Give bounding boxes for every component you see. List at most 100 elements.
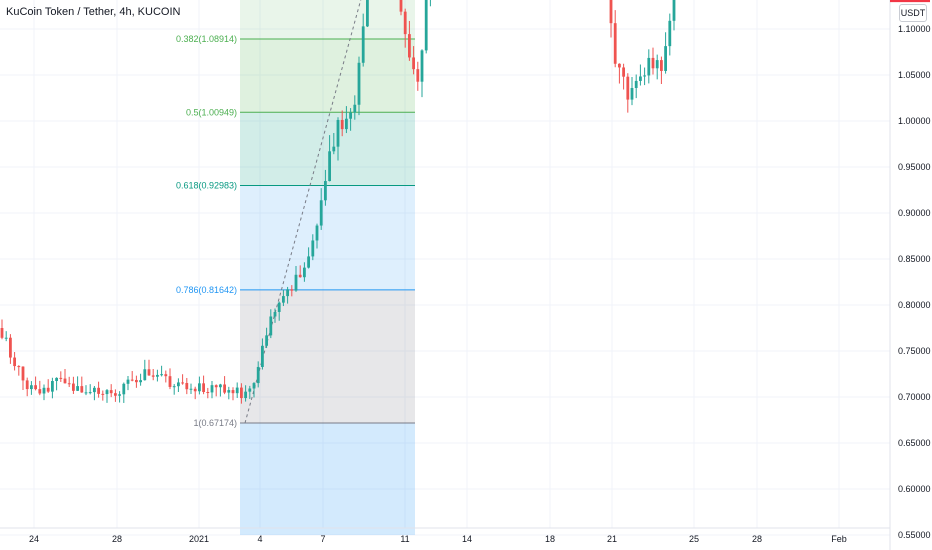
candle-body <box>72 383 75 391</box>
candle-body <box>357 62 361 105</box>
candle-body <box>160 374 163 376</box>
time-tick-label: 28 <box>752 534 762 544</box>
currency-button[interactable]: USDT <box>899 4 927 22</box>
candle-body <box>353 104 357 113</box>
candle-body <box>328 151 331 182</box>
candle-body <box>67 383 71 385</box>
fib-zone <box>240 422 415 535</box>
grid <box>0 0 890 536</box>
candle-body <box>219 384 222 388</box>
candle-body <box>202 383 205 393</box>
fib-level-label: 0.5(1.00949) <box>186 107 237 117</box>
candle-body <box>147 369 151 376</box>
candles <box>0 0 676 404</box>
candle-body <box>109 390 113 394</box>
candle-body <box>639 76 642 81</box>
fib-zone <box>240 112 415 186</box>
fibonacci-retracement[interactable]: 0(1.34701)0.236(1.18776)0.382(1.08914)0.… <box>176 0 415 535</box>
candle-body <box>223 384 226 393</box>
time-tick-label: 14 <box>462 534 472 544</box>
fib-level-label: 1(0.67174) <box>193 418 237 428</box>
candle-body <box>336 119 340 147</box>
candle-body <box>151 375 155 377</box>
candle-body <box>227 390 231 393</box>
candle-body <box>168 376 172 387</box>
candle-body <box>80 386 84 393</box>
candle-body <box>59 377 63 379</box>
time-tick-label: 28 <box>112 534 122 544</box>
fib-zone <box>240 0 415 39</box>
candle-body <box>647 57 651 76</box>
candle-body <box>235 387 239 394</box>
time-tick-label: 4 <box>257 534 262 544</box>
candle-body <box>420 50 424 82</box>
candle-body <box>660 60 663 71</box>
candle-body <box>0 328 4 338</box>
candle-body <box>126 379 130 384</box>
candle-body <box>63 378 67 384</box>
candle-body <box>244 391 247 399</box>
candle-body <box>298 274 302 278</box>
candle-body <box>42 387 46 394</box>
candle-body <box>88 392 92 394</box>
candle-body <box>240 387 243 399</box>
price-tick-label: 0.85000 <box>898 254 931 264</box>
price-axis[interactable]: 0.55000 0.60000 0.65000 0.70000 0.75000 0.800… <box>889 0 932 550</box>
candle-body <box>668 20 672 47</box>
candle-body <box>25 380 29 390</box>
price-label-text: 1.13574 <box>894 0 927 2</box>
time-tick-label: 7 <box>320 534 325 544</box>
candle-body <box>319 200 323 226</box>
candle-body <box>172 386 176 388</box>
price-tick-label: 0.70000 <box>898 392 931 402</box>
candle-body <box>277 302 281 312</box>
time-axis[interactable]: 24 28 2021 4 7 11 14 18 21 25 28 Feb <box>0 527 890 544</box>
price-tick-label: 0.55000 <box>898 530 931 540</box>
price-label-badge: 1.13574 <box>890 0 930 3</box>
candle-body <box>21 366 25 381</box>
candle-body <box>114 393 117 396</box>
candle-body <box>622 67 625 77</box>
candle-body <box>311 240 315 257</box>
candle-body <box>412 57 415 70</box>
candle-body <box>13 357 16 367</box>
price-tick-label: 1.05000 <box>898 70 931 80</box>
candle-body <box>618 63 621 68</box>
candle-body <box>664 46 667 71</box>
candle-body <box>38 389 42 394</box>
candle-body <box>366 0 369 27</box>
candle-body <box>9 337 12 358</box>
candle-body <box>156 374 159 377</box>
candle-body <box>248 388 252 392</box>
time-tick-label: 2021 <box>189 534 209 544</box>
candle-body <box>408 34 411 58</box>
price-tick-label: 0.60000 <box>898 484 931 494</box>
price-tick-label: 0.65000 <box>898 438 931 448</box>
fib-zone <box>240 185 415 290</box>
candle-body <box>231 390 235 394</box>
fib-level-label: 0.382(1.08914) <box>176 34 237 44</box>
candle-body <box>84 392 88 394</box>
candle-body <box>185 382 189 390</box>
candle-body <box>193 388 197 392</box>
candle-body <box>403 11 407 35</box>
candle-body <box>130 379 134 381</box>
candle-body <box>76 386 79 391</box>
candle-body <box>55 377 58 382</box>
candle-body <box>135 379 138 383</box>
candle-body <box>143 369 147 381</box>
time-tick-label: 11 <box>400 534 409 544</box>
candle-body <box>4 337 8 339</box>
candle-body <box>122 383 126 395</box>
candle-body <box>340 119 344 130</box>
candle-body <box>643 75 646 77</box>
time-tick-label: 25 <box>689 534 699 544</box>
candle-body <box>349 112 352 119</box>
candle-body <box>315 225 319 241</box>
candle-body <box>261 345 264 367</box>
candle-body <box>34 385 37 390</box>
candle-body <box>332 146 336 152</box>
candle-body <box>17 366 21 368</box>
